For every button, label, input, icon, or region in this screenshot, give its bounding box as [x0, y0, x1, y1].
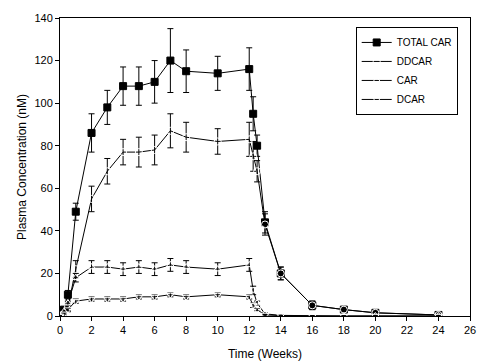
svg-text:Plasma Concentration (nM): Plasma Concentration (nM) — [15, 94, 29, 240]
svg-text:12: 12 — [243, 324, 255, 336]
svg-text:18: 18 — [338, 324, 350, 336]
svg-text:CAR: CAR — [397, 75, 418, 86]
svg-text:8: 8 — [183, 324, 189, 336]
svg-text:Time (Weeks): Time (Weeks) — [228, 347, 302, 361]
svg-text:6: 6 — [152, 324, 158, 336]
svg-text:20: 20 — [41, 267, 53, 279]
svg-text:DCAR: DCAR — [397, 94, 425, 105]
svg-text:40: 40 — [41, 225, 53, 237]
svg-text:TOTAL CAR: TOTAL CAR — [397, 37, 452, 48]
svg-text:0: 0 — [57, 324, 63, 336]
svg-text:20: 20 — [369, 324, 381, 336]
svg-text:4: 4 — [120, 324, 126, 336]
svg-text:80: 80 — [41, 140, 53, 152]
svg-text:22: 22 — [401, 324, 413, 336]
svg-text:100: 100 — [34, 97, 52, 109]
svg-text:24: 24 — [432, 324, 444, 336]
svg-text:14: 14 — [275, 324, 287, 336]
svg-text:26: 26 — [464, 324, 476, 336]
svg-text:140: 140 — [34, 12, 52, 24]
svg-text:10: 10 — [212, 324, 224, 336]
svg-text:DDCAR: DDCAR — [397, 56, 433, 67]
svg-text:0: 0 — [47, 310, 53, 322]
svg-text:16: 16 — [306, 324, 318, 336]
svg-text:60: 60 — [41, 182, 53, 194]
svg-text:2: 2 — [88, 324, 94, 336]
svg-text:120: 120 — [34, 54, 52, 66]
